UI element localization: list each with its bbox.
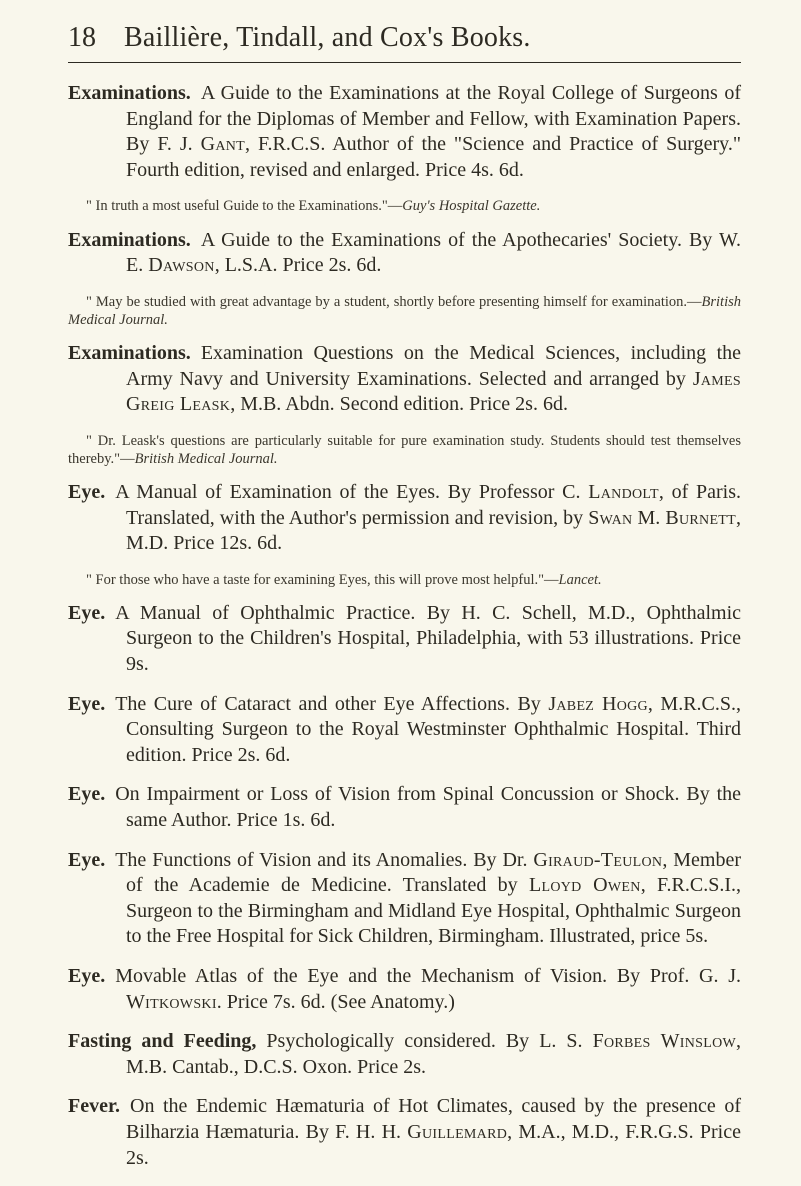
entry-head: Eye. — [68, 602, 105, 624]
entry-head: Eye. — [68, 481, 105, 503]
catalog-entry: Examinations.A Guide to the Examinations… — [68, 81, 741, 183]
entry-head: Examinations. — [68, 82, 191, 104]
entry-head: Eye. — [68, 849, 105, 871]
catalog-entry: Eye. On Impairment or Loss of Vision from… — [68, 782, 741, 833]
entry-body: The Cure of Cataract and other Eye Affec… — [115, 693, 741, 766]
entry-body: On Impairment or Loss of Vision from Spi… — [115, 783, 741, 831]
entry-head: Fasting and Feeding, — [68, 1030, 256, 1052]
catalog-entry: Eye. A Manual of Ophthalmic Practice. By … — [68, 601, 741, 678]
page-number: 18 — [68, 22, 96, 54]
entry-note: " For those who have a taste for examini… — [68, 571, 741, 589]
entry-head: Examinations. — [68, 229, 191, 251]
entry-body: A Manual of Examination of the Eyes. By … — [115, 481, 741, 554]
entry-head: Examinations. — [68, 342, 191, 364]
catalog-entry: Eye. The Cure of Cataract and other Eye A… — [68, 692, 741, 769]
catalog-entry: Eye. The Functions of Vision and its Anom… — [68, 848, 741, 950]
entry-note: " May be studied with great advantage by… — [68, 293, 741, 329]
catalog-entry: Fasting and Feeding,Psychologically cons… — [68, 1029, 741, 1080]
catalog-entry: Eye. A Manual of Examination of the Eyes.… — [68, 480, 741, 557]
book-page: 18 Baillière, Tindall, and Cox's Books. … — [0, 0, 801, 1186]
entry-head: Eye. — [68, 693, 105, 715]
catalog-entry: Examinations.A Guide to the Examinations… — [68, 228, 741, 279]
running-head: 18 Baillière, Tindall, and Cox's Books. — [68, 22, 741, 54]
entry-body: On the Endemic Hæmaturia of Hot Climates… — [126, 1095, 741, 1168]
entry-body: The Functions of Vision and its Anomalie… — [115, 849, 741, 948]
entry-note: " In truth a most useful Guide to the Ex… — [68, 197, 741, 215]
entries-list: Examinations.A Guide to the Examinations… — [68, 81, 741, 1171]
entry-head: Fever. — [68, 1095, 120, 1117]
entry-body: Examination Questions on the Medical Sci… — [126, 342, 741, 415]
entry-body: A Guide to the Examinations of the Apoth… — [126, 229, 741, 277]
entry-body: A Guide to the Examinations at the Royal… — [126, 82, 741, 181]
entry-head: Eye. — [68, 783, 105, 805]
entry-body: A Manual of Ophthalmic Practice. By H. C… — [115, 602, 741, 675]
running-title: Baillière, Tindall, and Cox's Books. — [124, 22, 531, 54]
head-rule — [68, 62, 741, 63]
entry-body: Movable Atlas of the Eye and the Mechani… — [115, 965, 741, 1013]
catalog-entry: Examinations.Examination Questions on th… — [68, 341, 741, 418]
entry-note: " Dr. Leask's questions are particularly… — [68, 432, 741, 468]
catalog-entry: Fever. On the Endemic Hæmaturia of Hot Cl… — [68, 1094, 741, 1171]
catalog-entry: Eye. Movable Atlas of the Eye and the Mec… — [68, 964, 741, 1015]
entry-head: Eye. — [68, 965, 105, 987]
